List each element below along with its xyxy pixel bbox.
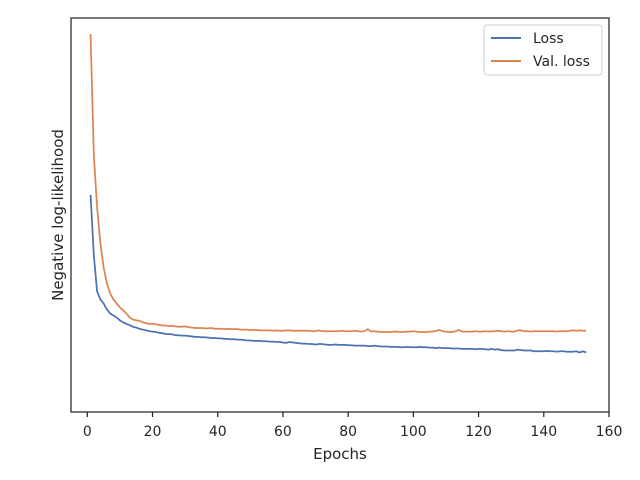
x-tick-label: 140 (530, 424, 557, 440)
x-tick-label: 120 (465, 424, 492, 440)
x-tick-label: 60 (274, 424, 292, 440)
x-tick-label: 100 (400, 424, 427, 440)
series-line-loss (89, 194, 587, 354)
x-ticks: 0 20 40 60 80 100 120 140 160 (83, 412, 623, 440)
x-tick-label: 40 (209, 424, 227, 440)
legend: Loss Val. loss (483, 24, 603, 76)
legend-label-loss: Loss (533, 31, 564, 47)
series-layer (89, 34, 587, 354)
series-line-val-loss (89, 34, 587, 333)
x-tick-label: 160 (596, 424, 623, 440)
x-tick-label: 80 (339, 424, 357, 440)
x-axis-label: Epochs (313, 445, 367, 463)
axes-layer (70, 17, 610, 413)
x-tick-label: 0 (83, 424, 92, 440)
plot-frame (70, 17, 610, 413)
legend-label-val-loss: Val. loss (533, 54, 590, 70)
y-axis-label: Negative log-likelihood (49, 129, 67, 301)
x-tick-label: 20 (144, 424, 162, 440)
